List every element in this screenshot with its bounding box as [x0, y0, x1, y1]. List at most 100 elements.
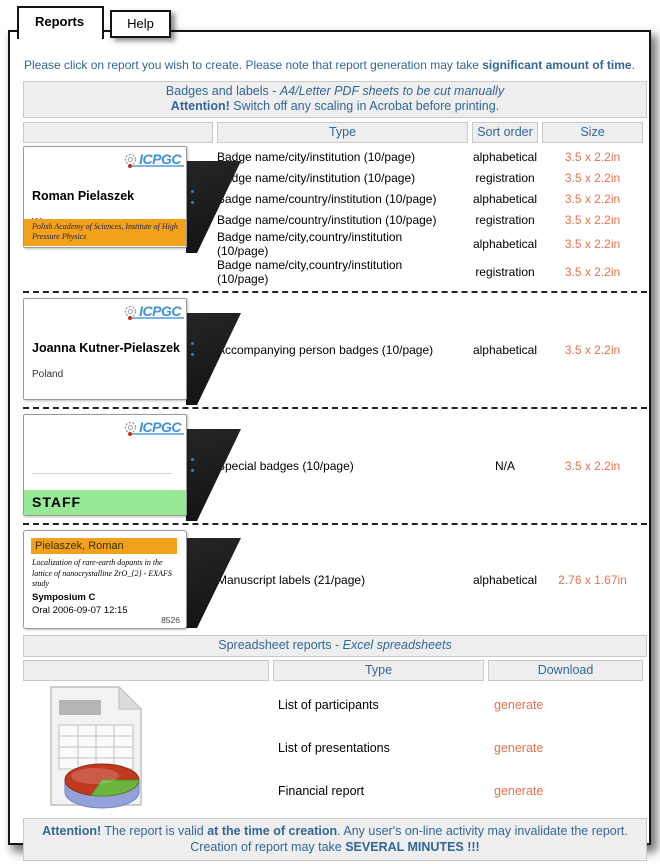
logo-text: ICPGC: [139, 419, 181, 435]
badges-title-text: Badges and labels -: [165, 84, 280, 98]
report-row: Badge name/country/institution (10/page)…: [217, 209, 645, 230]
badge-preview-staff: ICPGC STAFF: [23, 414, 187, 516]
sort-order-value: N/A: [494, 459, 515, 473]
logo-subline: [128, 164, 184, 168]
logo-subline: [128, 316, 184, 320]
report-link[interactable]: Special badges (10/page): [217, 459, 354, 473]
report-link[interactable]: Manuscript labels (21/page): [217, 573, 366, 587]
report-row: Badge name/city,country/institution (10/…: [217, 230, 645, 258]
badges-attention-bold: Attention!: [170, 99, 230, 113]
report-row: List of participants generate: [273, 683, 647, 726]
label-symposium: Symposium C: [32, 592, 96, 603]
badge-preview-wrap: ICPGC STAFF: [23, 414, 241, 521]
badge-name: Roman Pielaszek: [32, 189, 135, 203]
column-header-size: Size: [542, 122, 643, 143]
badge-rows: Manuscript labels (21/page) alphabetical…: [217, 530, 645, 630]
size-value: 3.5 x 2.2in: [564, 265, 621, 279]
report-link[interactable]: Badge name/city/institution (10/page): [217, 170, 416, 185]
badge-group-manuscript: Pielaszek, Roman Localization of rare-ea…: [23, 527, 647, 632]
generate-link[interactable]: generate: [494, 697, 544, 712]
cut-marks: [191, 458, 194, 461]
spreadsheet-title-text: Spreadsheet reports -: [218, 638, 343, 652]
sort-order-value: alphabetical: [472, 573, 538, 587]
badge-city: Poland: [32, 369, 64, 380]
sort-order-value: alphabetical: [472, 191, 538, 206]
column-header-preview: [23, 122, 213, 143]
spreadsheet-title-italic: Excel spreadsheets: [342, 638, 452, 652]
report-type: List of participants: [278, 697, 379, 712]
report-row: Badge name/city/institution (10/page) re…: [217, 167, 645, 188]
spreadsheet-group: List of participants generate List of pr…: [23, 681, 647, 814]
footer-line1-a: The report is valid: [101, 824, 208, 838]
badge-institution: Polish Academy of Sciences, Institute of…: [24, 219, 186, 246]
label-paper-title: Localization of rare-earth dopants in th…: [32, 558, 172, 588]
footer-line2-b: SEVERAL MINUTES !!!: [345, 840, 480, 854]
report-link[interactable]: Badge name/city/institution (10/page): [217, 149, 416, 164]
size-value: 3.5 x 2.2in: [564, 191, 621, 206]
generate-link[interactable]: generate: [494, 783, 544, 798]
size-value: 2.76 x 1.67in: [558, 573, 627, 587]
sort-order-value: alphabetical: [472, 237, 538, 251]
report-link[interactable]: Badge name/city,country/institution (10/…: [217, 258, 403, 286]
column-header-type: Type: [273, 660, 484, 681]
label-number: 8526: [161, 615, 180, 625]
size-value: 3.5 x 2.2in: [564, 343, 621, 357]
logo-subline: [128, 432, 184, 436]
report-type: List of presentations: [278, 740, 390, 755]
spreadsheet-pie-icon: [50, 685, 143, 809]
tab-help[interactable]: Help: [110, 10, 171, 38]
badges-section-header: Badges and labels - A4/Letter PDF sheets…: [23, 81, 647, 118]
badge-group-attendee: ICPGC Roman Pielaszek Warszawa Polish Ac…: [23, 143, 647, 288]
spreadsheet-column-headers: Type Download: [23, 660, 647, 681]
footer-attention-box: Attention! The report is valid at the ti…: [23, 818, 647, 861]
spreadsheet-section-title: Spreadsheet reports - Excel spreadsheets: [24, 638, 646, 653]
report-row: List of presentations generate: [273, 726, 647, 769]
report-row: Badge name/city,country/institution (10/…: [217, 258, 645, 286]
conference-logo: ICPGC: [123, 419, 181, 435]
dashed-separator: [23, 291, 647, 293]
report-row: Manuscript labels (21/page) alphabetical…: [217, 570, 645, 591]
report-link[interactable]: Badge name/city,country/institution (10/…: [217, 230, 403, 258]
size-value: 3.5 x 2.2in: [564, 149, 621, 164]
spreadsheet-section-header: Spreadsheet reports - Excel spreadsheets: [23, 635, 647, 657]
report-link[interactable]: Badge name/country/institution (10/page): [217, 212, 437, 227]
footer-line1: Attention! The report is valid at the ti…: [30, 823, 640, 839]
dashed-separator: [23, 523, 647, 525]
sort-order-value: alphabetical: [472, 149, 538, 164]
dashed-separator: [23, 407, 647, 409]
badges-attention-rest: Switch off any scaling in Acrobat before…: [229, 99, 500, 113]
footer-line1-c: . Any user's on-line activity may invali…: [337, 824, 628, 838]
spreadsheet-icon-wrap: [23, 683, 273, 812]
label-slot: Oral 2006-09-07 12:15: [32, 605, 128, 616]
size-value: 3.5 x 2.2in: [564, 237, 621, 251]
intro-text: Please click on report you wish to creat…: [24, 58, 649, 72]
report-row: Badge name/country/institution (10/page)…: [217, 188, 645, 209]
sort-order-value: alphabetical: [472, 343, 538, 357]
intro-pre: Please click on report you wish to creat…: [24, 58, 483, 72]
badges-section-title: Badges and labels - A4/Letter PDF sheets…: [24, 84, 646, 99]
size-value: 3.5 x 2.2in: [564, 170, 621, 185]
generate-link[interactable]: generate: [494, 740, 544, 755]
logo-text: ICPGC: [139, 151, 181, 167]
main-panel: Please click on report you wish to creat…: [8, 30, 651, 861]
tab-reports[interactable]: Reports: [17, 6, 105, 39]
badge-preview-attendee: ICPGC Roman Pielaszek Warszawa Polish Ac…: [23, 146, 187, 248]
badges-title-italic: A4/Letter PDF sheets to be cut manually: [279, 84, 505, 98]
cut-marks: [191, 342, 194, 345]
badge-preview-wrap: ICPGC Roman Pielaszek Warszawa Polish Ac…: [23, 146, 241, 286]
report-link[interactable]: Accompanying person badges (10/page): [217, 343, 434, 357]
badge-rows: Accompanying person badges (10/page) alp…: [217, 298, 645, 402]
sort-order-value: registration: [475, 265, 535, 279]
footer-line2: Creation of report may take SEVERAL MINU…: [30, 839, 640, 855]
manuscript-label-preview: Pielaszek, Roman Localization of rare-ea…: [23, 530, 187, 629]
label-preview-wrap: Pielaszek, Roman Localization of rare-ea…: [23, 530, 241, 630]
size-value: 3.5 x 2.2in: [564, 212, 621, 227]
report-row: Badge name/city/institution (10/page) al…: [217, 146, 645, 167]
report-link[interactable]: Badge name/country/institution (10/page): [217, 191, 437, 206]
sort-order-value: registration: [475, 170, 535, 185]
badge-group-accompanying: ICPGC Joanna Kutner-Pielaszek Poland Acc…: [23, 295, 647, 405]
cut-marks: [191, 190, 194, 193]
footer-line2-a: Creation of report may take: [190, 840, 346, 854]
label-author: Pielaszek, Roman: [31, 538, 177, 554]
